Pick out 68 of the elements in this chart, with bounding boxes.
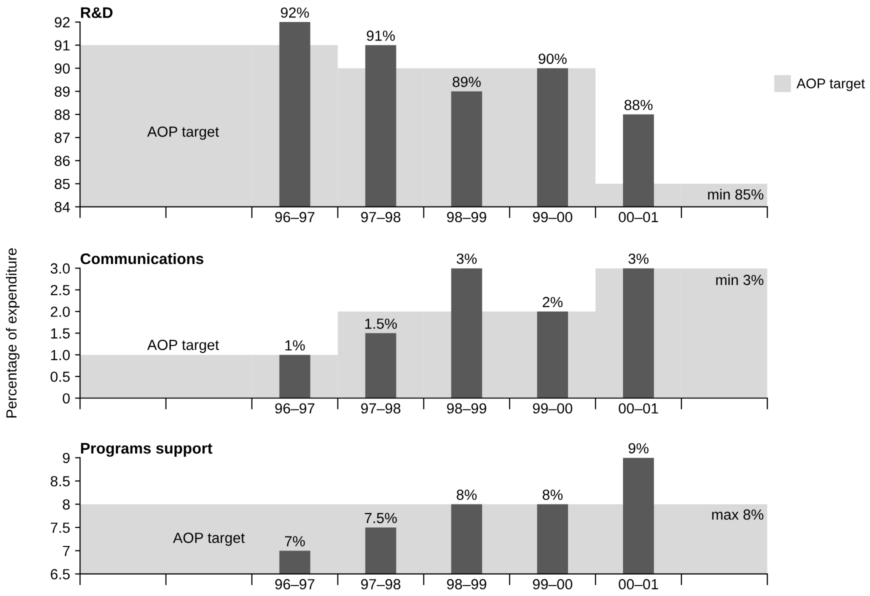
y-tick-label: 9: [62, 452, 70, 464]
y-tick-label: 1.5: [51, 328, 70, 339]
data-label: 7%: [285, 536, 305, 546]
x-tick-label: 98–99: [447, 212, 486, 222]
y-tick-label: 92: [54, 17, 70, 28]
x-tick-label: 97–98: [361, 212, 400, 222]
annotation: AOP target: [147, 340, 219, 353]
x-tick-label: 99–00: [532, 403, 572, 414]
data-label: 90%: [538, 54, 567, 64]
x-tick-label: 00–01: [618, 403, 658, 414]
y-tick-label: 89: [54, 86, 70, 97]
x-tick-label: 98–99: [447, 579, 486, 590]
y-tick-label: 8.5: [50, 476, 70, 486]
bar: [537, 312, 568, 398]
data-label: 3%: [456, 254, 477, 264]
bar: [365, 333, 396, 398]
data-label: 88%: [624, 100, 653, 110]
chart-title: Communications: [80, 252, 204, 264]
y-tick-label: 85: [54, 178, 70, 190]
y-tick-label: 8: [62, 499, 70, 510]
bar: [279, 354, 310, 398]
legend-label: AOP target: [796, 78, 865, 92]
data-label: 8%: [456, 490, 477, 500]
chart-title: R&D: [81, 7, 112, 18]
x-tick-label: 97–98: [361, 579, 400, 590]
data-label: 1.5%: [365, 318, 397, 329]
data-label: 92%: [280, 7, 309, 18]
x-tick-label: 99–00: [532, 579, 572, 590]
x-tick-label: 00–01: [618, 212, 658, 222]
y-tick-label: 91: [54, 40, 70, 51]
data-label: 91%: [366, 30, 395, 41]
y-tick-label: 0: [62, 393, 70, 404]
y-tick-label: 1.0: [51, 350, 70, 360]
y-tick-label: 86: [54, 156, 70, 166]
y-tick-label: 6.5: [50, 569, 70, 580]
annotation: AOP target: [147, 126, 219, 140]
data-label: 3%: [628, 254, 648, 264]
y-tick-label: 2.0: [50, 306, 70, 317]
data-label: 2%: [542, 296, 563, 308]
y-tick-label: 7.5: [50, 522, 70, 533]
x-tick-label: 96–97: [275, 212, 314, 222]
y-tick-label: 84: [54, 202, 70, 212]
y-tick-label: 0.5: [50, 372, 70, 382]
data-label: 1%: [285, 340, 305, 350]
y-tick-label: 2.5: [50, 284, 70, 296]
y-tick-label: 87: [54, 132, 70, 143]
annotation: max 8%: [712, 509, 764, 520]
x-tick-label: 00–01: [618, 579, 658, 590]
x-tick-label: 96–97: [275, 579, 314, 590]
bar: [623, 268, 654, 398]
y-tick-label: 7: [62, 546, 70, 556]
y-tick-label: 3.0: [50, 263, 70, 274]
annotation: min 3%: [716, 274, 764, 286]
data-label: 9%: [628, 443, 648, 454]
chart-title: Programs support: [81, 443, 212, 457]
y-axis-title: Percentage of expenditure: [6, 248, 20, 418]
x-tick-label: 98–99: [447, 403, 486, 414]
y-tick-label: 88: [54, 110, 70, 120]
y-tick-label: 90: [54, 63, 70, 74]
data-label: 8%: [542, 490, 563, 500]
x-tick-label: 97–98: [361, 403, 400, 414]
bar: [451, 268, 482, 398]
x-tick-label: 96–97: [275, 403, 314, 414]
data-label: 7.5%: [364, 512, 397, 524]
x-tick-label: 99–00: [532, 212, 572, 222]
data-label: 89%: [452, 76, 481, 88]
annotation: min 85%: [708, 188, 764, 200]
band-label: AOP target: [172, 532, 245, 546]
